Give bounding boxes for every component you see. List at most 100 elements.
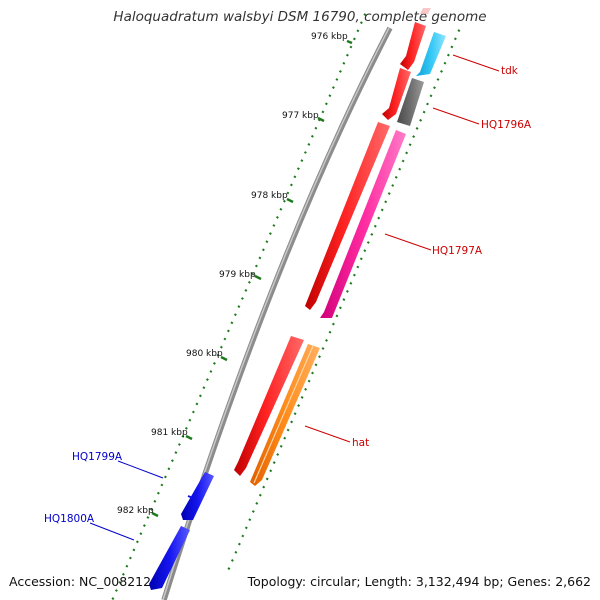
label-hq1796a: HQ1796A [481, 119, 532, 131]
ruler-outer-dash [230, 321, 234, 325]
ruler-inner-dash [297, 404, 301, 408]
ruler-inner-dash [450, 45, 454, 49]
ruler-outer-dash [244, 288, 248, 292]
ruler-inner-dash [269, 469, 273, 473]
ruler-outer-dash [345, 53, 349, 57]
hq1797a-gene [320, 130, 406, 318]
ruler-outer-dash [240, 297, 244, 300]
label-hat: hat [352, 437, 369, 449]
tdk-gene [416, 32, 446, 76]
tick-label-976: 976 kbp [311, 32, 348, 42]
ruler-inner-dash [265, 477, 269, 481]
ruler-outer-dash [335, 78, 339, 81]
ruler-outer-dash [286, 191, 290, 195]
ruler-inner-dash [255, 501, 259, 505]
tick-label-977: 977 kbp [282, 111, 319, 121]
tick-979: 979 kbp [219, 270, 262, 281]
orf-arrow-1 [400, 22, 426, 70]
ruler-outer-dash [156, 491, 160, 495]
ruler-inner-dash [356, 265, 360, 269]
ruler-outer-dash [139, 532, 143, 536]
ruler-inner-dash [363, 249, 367, 253]
ruler-inner-dash [433, 86, 436, 90]
ruler-inner-dash [279, 444, 283, 448]
ruler-outer-dash [258, 256, 262, 260]
ruler-outer-dash [195, 402, 199, 406]
ruler-inner-dash [443, 61, 447, 65]
label-tdk: tdk [501, 65, 519, 77]
ruler-outer-dash [226, 329, 230, 333]
ruler-inner-dash [387, 192, 391, 196]
ruler-outer-dash [219, 345, 223, 349]
ruler-outer-dash [282, 199, 286, 203]
tick-977: 977 kbp [282, 111, 325, 123]
ruler-inner-dash [335, 314, 339, 318]
ruler-inner-dash [328, 330, 332, 334]
ruler-inner-dash [227, 567, 231, 571]
ruler-inner-dash [342, 298, 346, 302]
ruler-outer-dash [118, 580, 122, 584]
callout-hq1800a: HQ1800A [44, 513, 135, 541]
ruler-outer-dash [163, 475, 167, 479]
ruler-inner-dash [262, 485, 266, 489]
ruler-outer-dash [216, 353, 220, 357]
orf-arrow-4 [234, 336, 304, 476]
ruler-outer-dash [331, 86, 335, 90]
hq1796a-gene [397, 78, 424, 126]
ruler-outer-dash [198, 394, 202, 398]
ruler-outer-dash [212, 361, 216, 365]
ruler-inner-dash [272, 461, 276, 465]
tick-980: 980 kbp [186, 349, 228, 362]
ruler-inner-dash [408, 143, 412, 147]
genome-summary-text: Topology: circular; Length: 3,132,494 bp… [247, 574, 591, 589]
ruler-inner-dash [398, 167, 402, 171]
ruler-inner-dash [290, 420, 294, 424]
hq1799a-gene [181, 472, 214, 520]
ruler-inner-dash [429, 94, 433, 98]
ruler-inner-dash [457, 29, 461, 33]
ruler-inner-dash [325, 338, 328, 342]
ruler-outer-dash [146, 516, 150, 519]
ruler-inner-dash [230, 558, 234, 562]
ruler-inner-dash [366, 241, 370, 244]
callout-hq1797a: HQ1797A [384, 233, 483, 257]
ruler-outer-dash [359, 21, 363, 25]
ruler-outer-dash [293, 175, 297, 179]
ruler-outer-dash [202, 386, 206, 390]
ruler-outer-dash [275, 215, 279, 219]
callout-tdk: tdk [452, 54, 519, 77]
ruler-outer-dash [128, 556, 132, 560]
ruler-inner-dash [436, 78, 440, 81]
ruler-inner-dash [373, 224, 377, 228]
ruler-outer-dash [352, 37, 356, 41]
ruler-inner-dash [405, 151, 409, 155]
ruler-outer-dash [149, 507, 153, 511]
ruler-outer-dash [342, 61, 346, 65]
ruler-outer-dash [265, 240, 269, 244]
ruler-outer-dash [328, 94, 332, 98]
ruler-outer-dash [170, 459, 174, 463]
ruler-inner-dash [412, 135, 416, 139]
label-hq1797a: HQ1797A [432, 245, 483, 257]
genome-backbone-highlight [162, 27, 390, 600]
callout-hq1796a: HQ1796A [432, 107, 532, 131]
accession-text: Accession: NC_008212 [9, 574, 152, 589]
ruler-inner-dash [359, 257, 363, 261]
ruler-outer-dash [132, 548, 136, 552]
ruler-inner-dash [352, 273, 356, 277]
ruler-inner-dash [234, 550, 238, 554]
ruler-inner [227, 29, 461, 571]
hq1800a-gene [149, 526, 190, 590]
ruler-outer-dash [191, 410, 195, 414]
ruler-inner-dash [283, 436, 287, 440]
ruler-outer-dash [111, 597, 115, 600]
map-title: Haloquadratum walsbyi DSM 16790, complet… [113, 9, 487, 25]
ruler-outer-dash [261, 248, 265, 252]
ruler-outer-dash [167, 467, 171, 471]
ruler-inner-dash [314, 363, 318, 367]
ruler-inner-dash [349, 281, 353, 285]
ruler-inner-dash [422, 110, 426, 114]
tick-label-981: 981 kbp [151, 428, 188, 438]
ruler-outer-dash [177, 443, 181, 446]
